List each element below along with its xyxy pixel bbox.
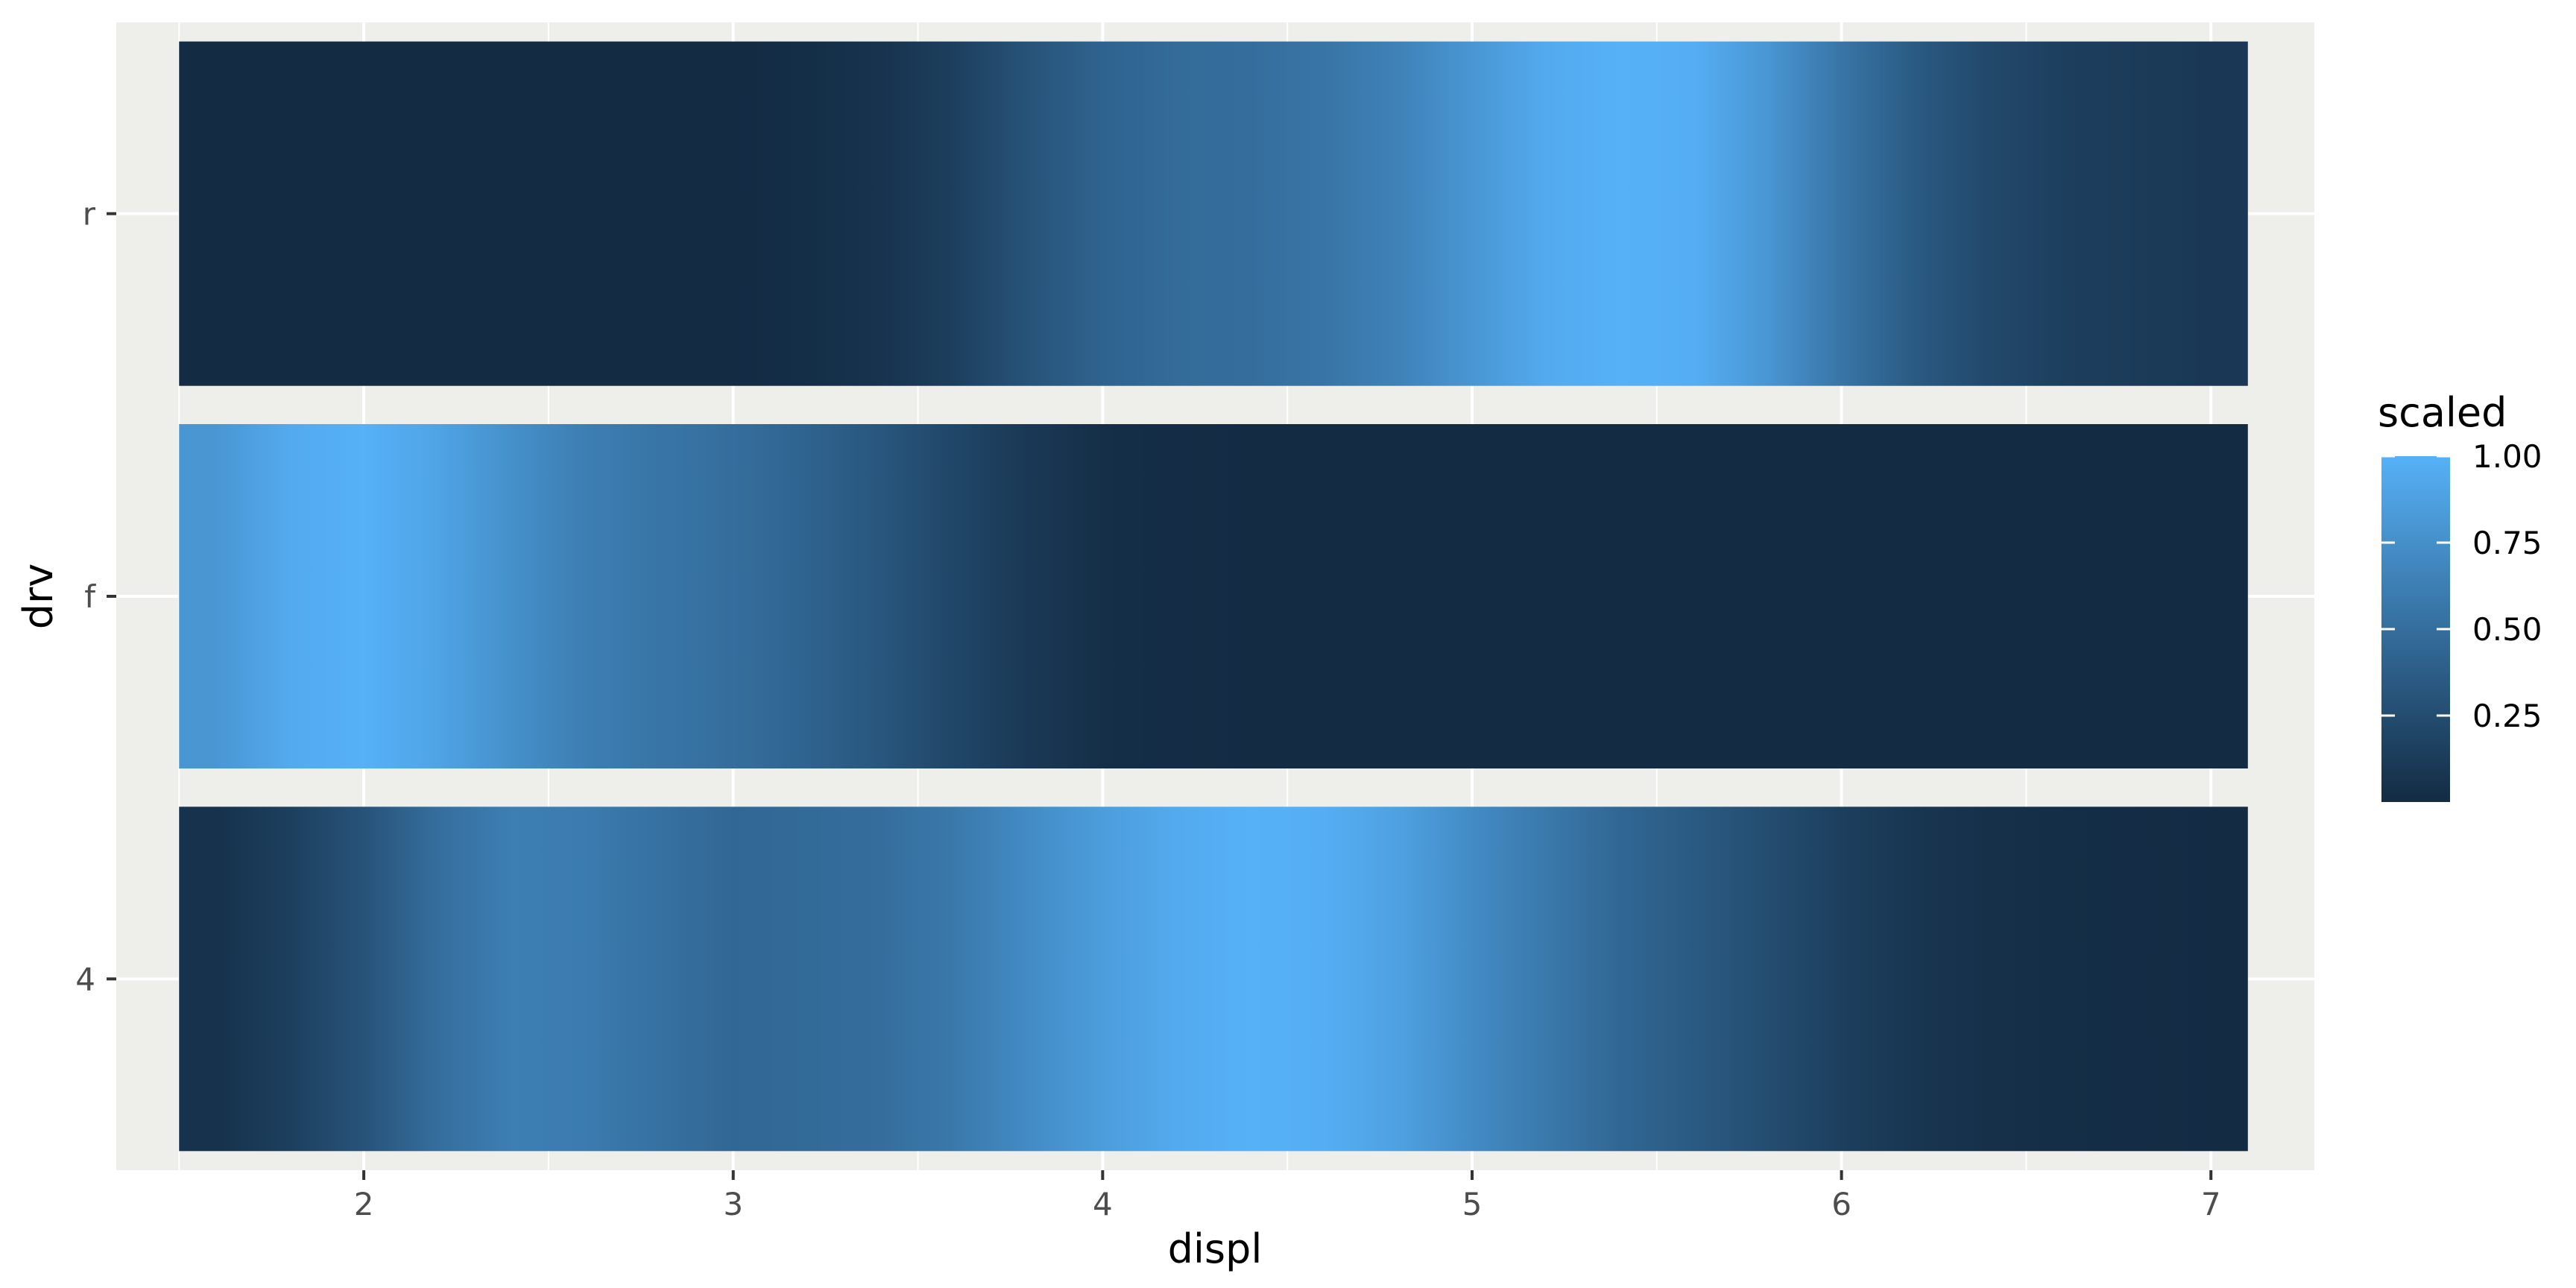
heatmap-band-4 — [179, 806, 2248, 1152]
x-tick-label: 7 — [2201, 1186, 2221, 1222]
heatmap-tiles — [179, 41, 2248, 1152]
x-tick-label: 5 — [1462, 1186, 1483, 1222]
y-tick-label: f — [84, 578, 96, 615]
x-tick-label: 3 — [723, 1186, 743, 1222]
y-axis-title: drv — [15, 564, 62, 629]
x-tick-label: 4 — [1093, 1186, 1113, 1222]
legend-tick-label: 1.00 — [2472, 438, 2542, 475]
x-axis-title: displ — [1168, 1225, 1263, 1272]
legend: scaled 0.25 0.50 0.75 1.00 — [2378, 389, 2542, 802]
x-axis: 2 3 4 5 6 7 — [354, 1170, 2221, 1222]
x-tick-label: 2 — [354, 1186, 374, 1222]
x-tick-label: 6 — [1831, 1186, 1852, 1222]
y-tick-label: r — [83, 196, 96, 233]
legend-title: scaled — [2378, 389, 2507, 436]
legend-tick-label: 0.50 — [2472, 611, 2542, 648]
legend-tick-label: 0.25 — [2472, 698, 2542, 734]
y-tick-label: 4 — [75, 961, 95, 997]
legend-tick-label: 0.75 — [2472, 525, 2542, 561]
y-axis: 4 f r — [75, 196, 116, 997]
heatmap-band-r — [179, 41, 2248, 386]
heatmap-band-f — [179, 424, 2248, 768]
